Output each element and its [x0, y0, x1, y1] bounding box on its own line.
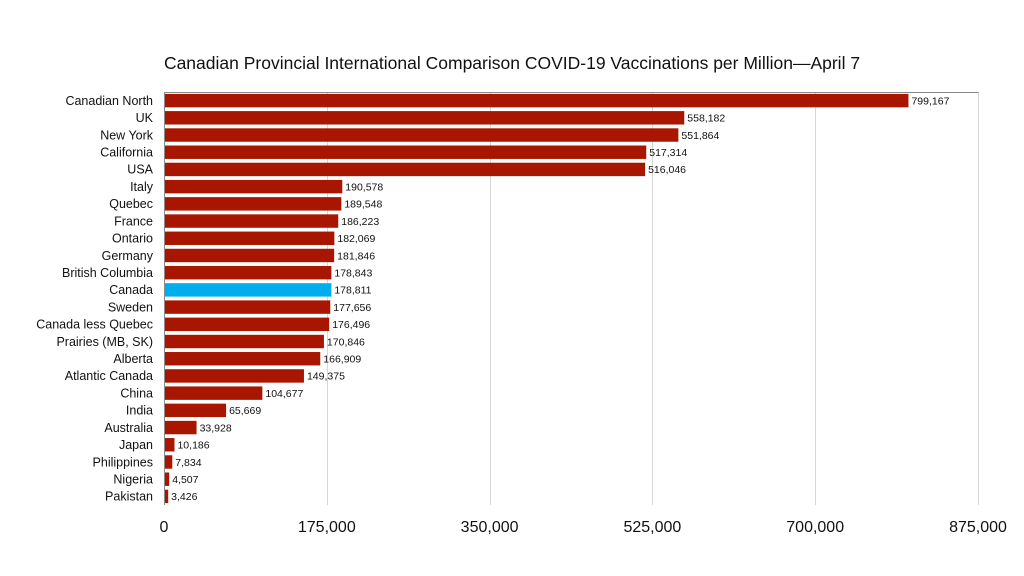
bar — [165, 248, 335, 263]
bar — [165, 352, 321, 366]
category-label: China — [120, 386, 153, 400]
category-label: Canada — [109, 283, 153, 297]
value-label: 181,846 — [337, 250, 375, 262]
category-label: Prairies (MB, SK) — [56, 335, 153, 349]
value-label: 799,167 — [911, 95, 949, 107]
category-label: Germany — [102, 249, 154, 263]
value-label: 517,314 — [649, 147, 687, 159]
category-label: Pakistan — [105, 490, 153, 504]
value-label: 7,834 — [175, 457, 201, 469]
bar — [165, 472, 170, 486]
category-label: Italy — [130, 180, 154, 194]
bar — [165, 265, 332, 280]
bar — [165, 489, 169, 504]
category-label: India — [126, 404, 153, 418]
x-tick-label: 350,000 — [461, 519, 519, 536]
value-label: 33,928 — [200, 422, 232, 434]
value-label: 190,578 — [345, 181, 383, 193]
bar — [165, 128, 679, 142]
category-label: Alberta — [113, 352, 153, 366]
category-label: Sweden — [108, 300, 153, 314]
category-label: Quebec — [109, 197, 153, 211]
category-label: Ontario — [112, 232, 153, 246]
value-label: 186,223 — [341, 216, 379, 228]
category-label: UK — [136, 111, 154, 125]
value-label: 178,843 — [334, 267, 372, 279]
bar — [165, 420, 197, 435]
category-label: Atlantic Canada — [65, 369, 153, 383]
bar — [165, 403, 227, 418]
category-label: Australia — [104, 421, 153, 435]
category-label: Canada less Quebec — [36, 318, 153, 332]
bar-highlight — [165, 283, 332, 297]
value-label: 182,069 — [337, 233, 375, 245]
bar — [165, 145, 647, 159]
chart-title: Canadian Provincial International Compar… — [163, 53, 861, 73]
category-label: Japan — [119, 438, 153, 452]
value-label: 189,548 — [344, 199, 382, 211]
category-label: Philippines — [93, 455, 153, 469]
bar — [165, 386, 263, 400]
plot-frame — [164, 92, 979, 505]
x-tick-label: 0 — [160, 519, 169, 536]
x-tick-label: 875,000 — [949, 519, 1007, 536]
value-labels: 799,167 558,182 551,864 517,314 516,046 190,5… — [171, 95, 949, 503]
bar — [165, 162, 646, 177]
category-label: British Columbia — [62, 266, 153, 280]
value-label: 10,186 — [177, 440, 209, 452]
x-tick-labels: 0 175,000 350,000 525,000 700,000 875,000 — [160, 519, 1007, 536]
bar — [165, 93, 909, 108]
bars — [165, 93, 909, 504]
value-label: 104,677 — [265, 388, 303, 400]
category-label: Nigeria — [113, 472, 153, 486]
bar — [165, 334, 324, 349]
value-label: 149,375 — [307, 371, 345, 383]
bar — [165, 231, 335, 245]
bar — [165, 179, 343, 194]
x-tick-label: 525,000 — [623, 519, 681, 536]
category-labels: Canadian North UK New York California USA Ita… — [36, 94, 153, 504]
value-label: 551,864 — [681, 130, 719, 142]
category-label: New York — [100, 128, 154, 142]
bar — [165, 455, 173, 469]
value-label: 3,426 — [171, 491, 197, 503]
value-label: 178,811 — [334, 285, 371, 297]
bar — [165, 300, 331, 314]
category-label: France — [114, 214, 153, 228]
value-label: 170,846 — [327, 336, 365, 348]
bar — [165, 317, 330, 332]
bar — [165, 111, 685, 125]
gridlines — [327, 92, 979, 505]
value-label: 516,046 — [648, 164, 686, 176]
bar — [165, 369, 304, 383]
value-label: 558,182 — [687, 113, 725, 125]
value-label: 65,669 — [229, 405, 261, 417]
bar — [165, 197, 342, 211]
x-tick-label: 700,000 — [786, 519, 844, 536]
category-label: Canadian North — [65, 94, 153, 108]
value-label: 176,496 — [332, 319, 370, 331]
category-label: USA — [127, 163, 153, 177]
category-label: California — [100, 146, 153, 160]
x-tick-label: 175,000 — [298, 519, 356, 536]
value-label: 4,507 — [172, 474, 198, 486]
value-label: 177,656 — [333, 302, 371, 314]
bar — [165, 438, 175, 452]
bar — [165, 214, 339, 228]
value-label: 166,909 — [323, 354, 361, 366]
